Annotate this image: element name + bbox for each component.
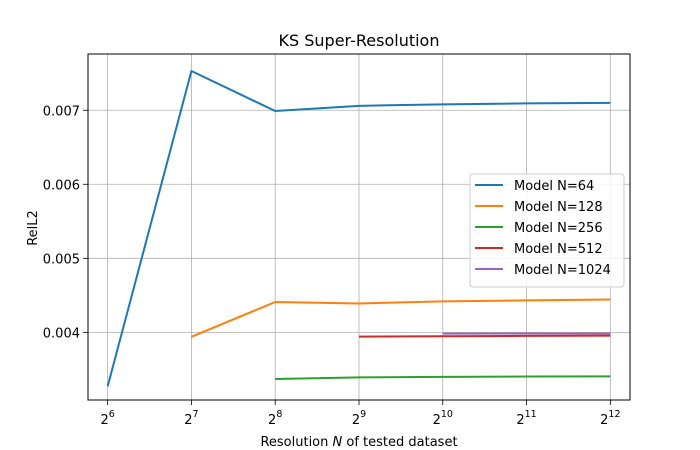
x-tick-exponent: 12 xyxy=(608,409,620,420)
x-tick-label: 29 xyxy=(352,409,366,428)
legend-label: Model N=64 xyxy=(514,179,594,194)
series-line-0 xyxy=(106,70,611,387)
legend-label: Model N=1024 xyxy=(514,263,611,278)
x-axis-label-prefix: Resolution xyxy=(260,435,332,450)
x-tick-label: 211 xyxy=(516,409,536,428)
y-tick-label: 0.007 xyxy=(43,104,80,119)
x-tick-label: 26 xyxy=(100,409,114,428)
x-tick-exponent: 11 xyxy=(525,409,537,420)
x-tick-exponent: 10 xyxy=(441,409,453,420)
x-tick-exponent: 6 xyxy=(109,409,115,420)
x-axis-label-suffix: of tested dataset xyxy=(342,435,457,450)
x-tick-exponent: 9 xyxy=(360,409,366,420)
legend-frame xyxy=(469,173,625,288)
x-tick-label: 28 xyxy=(268,409,282,428)
x-tick-exponent: 8 xyxy=(276,409,282,420)
series-line-2 xyxy=(275,375,611,380)
y-tick-label: 0.005 xyxy=(43,252,80,267)
x-tick-base: 2 xyxy=(600,413,608,428)
x-tick-base: 2 xyxy=(268,413,276,428)
legend-label: Model N=256 xyxy=(514,221,603,236)
x-tick-label: 212 xyxy=(600,409,620,428)
chart-title: KS Super-Resolution xyxy=(279,31,440,50)
x-tick-base: 2 xyxy=(516,413,524,428)
x-tick-base: 2 xyxy=(352,413,360,428)
x-tick-base: 2 xyxy=(100,413,108,428)
y-tick-label: 0.004 xyxy=(43,326,80,341)
series-line-1 xyxy=(191,298,611,338)
legend: Model N=64 Model N=128 Model N=256 Model N=… xyxy=(469,173,625,288)
legend-label: Model N=128 xyxy=(514,200,603,215)
y-axis: 0.004 0.005 0.006 0.007 xyxy=(43,104,88,341)
y-tick-label: 0.006 xyxy=(43,178,80,193)
x-axis: 26 27 28 29 210 211 212 xyxy=(100,400,621,428)
x-axis-label-var: N xyxy=(333,435,343,450)
x-tick-base: 2 xyxy=(433,413,441,428)
x-axis-label: Resolution N of tested dataset xyxy=(260,435,457,450)
x-tick-exponent: 7 xyxy=(193,409,199,420)
x-tick-label: 210 xyxy=(433,409,453,428)
series-line-3 xyxy=(358,334,611,338)
x-tick-base: 2 xyxy=(184,413,192,428)
legend-label: Model N=512 xyxy=(514,242,603,257)
x-tick-label: 27 xyxy=(184,409,198,428)
y-axis-label: RelL2 xyxy=(26,210,41,246)
series-group xyxy=(106,70,611,387)
